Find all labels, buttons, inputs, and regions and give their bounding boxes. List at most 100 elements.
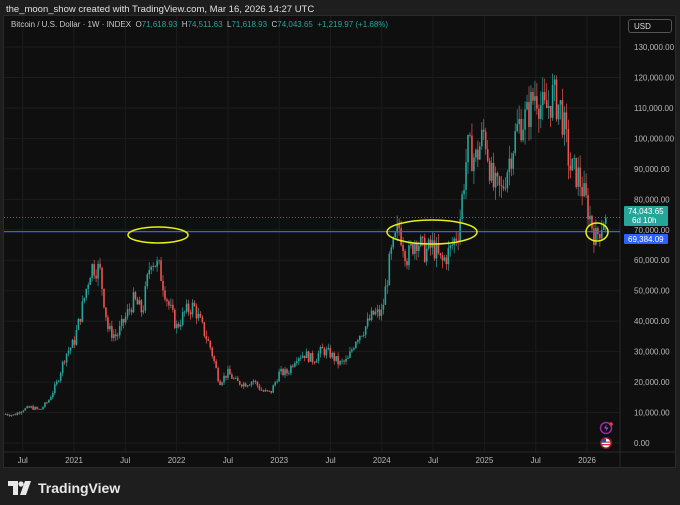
candle-body [242,383,245,387]
candle-body [471,135,473,172]
candle-body [421,236,424,238]
candle-body [292,365,294,367]
chart-frame[interactable] [3,15,676,468]
candle-body [567,129,570,166]
candle-body [114,334,117,337]
candle-body [508,158,511,173]
y-tick-label: 90,000.00 [634,165,670,174]
candle-body [69,347,72,351]
candle-body [136,299,139,305]
y-tick-label: 80,000.00 [634,195,670,204]
candle-body [225,375,227,378]
candle-body [355,341,357,349]
candle-body [130,309,133,313]
candle-body [26,406,29,409]
candle-body [144,286,147,311]
candle-body [183,311,186,313]
candle-body [189,312,192,315]
candle-body [59,372,62,381]
candle-body [419,236,422,246]
candle-body [258,385,261,390]
candle-body [482,129,485,132]
ohlc-legend: Bitcoin / U.S. Dollar · 1W · INDEX O71,6… [11,20,388,29]
candle-body [360,335,363,337]
candle-body [394,232,396,238]
candle-body [467,134,469,163]
x-tick-label: Jul [223,456,233,465]
candle-body [581,186,583,197]
candle-body [91,264,93,278]
symbol-title: Bitcoin / U.S. Dollar · 1W · INDEX [11,20,132,29]
candle-body [290,365,292,374]
candle-body [181,311,184,325]
candle-body [262,390,265,392]
candle-body [565,112,568,130]
countdown-label: 6d 10h [632,216,656,225]
candle-body [351,349,353,352]
candle-body [211,347,214,357]
candle-body [105,307,107,318]
candle-body [506,172,509,189]
candle-body [510,158,513,169]
candle-body [286,369,288,374]
candle-body [254,380,257,382]
candle-body [113,334,115,338]
candle-body [583,183,585,197]
candle-body [313,362,316,364]
candle-body [38,408,40,410]
candle-body [50,397,52,401]
tradingview-logo[interactable]: TradingView [8,480,120,496]
candle-body [579,167,581,187]
candle-body [595,228,597,245]
candle-body [276,381,278,383]
candle-body [299,357,302,359]
candle-body [547,105,550,108]
candle-body [16,412,19,416]
brand-name: TradingView [38,480,121,496]
open-value: 71,618.93 [141,20,178,29]
candle-body [534,96,536,101]
candle-body [593,228,595,245]
candle-body [172,304,174,310]
candle-body [433,240,436,259]
candle-body [447,248,450,265]
us-flag-icon[interactable] [600,437,612,449]
candle-body [496,172,499,177]
candle-body [528,102,530,127]
candle-body [559,100,562,105]
candle-body [89,277,92,285]
candle-body [345,358,347,362]
candle-body [538,108,540,119]
candle-body [382,304,385,310]
candle-body [575,157,578,187]
candle-body [396,224,398,233]
candle-body [270,390,273,393]
candle-body [99,263,101,268]
candle-body [398,224,400,229]
candle-body [333,352,336,361]
candle-body [502,186,505,189]
candle-body [231,374,233,379]
candle-body [201,317,204,323]
candle-body [195,306,198,319]
candle-body [256,381,259,386]
candle-body [174,309,176,329]
candle-body [364,326,367,335]
candle-body [53,384,56,393]
candle-body [138,300,141,305]
candle-body [522,129,524,141]
y-tick-label: 40,000.00 [634,317,670,326]
candle-body [530,91,532,127]
candle-body [376,309,379,312]
x-tick-label: Jul [428,456,438,465]
candle-body [418,245,420,252]
candle-body [294,363,296,367]
low-label: L [227,20,232,29]
candle-body [282,368,284,376]
candle-body [309,353,312,362]
candle-body [321,346,324,349]
lightning-icon[interactable] [599,421,613,435]
candle-body [244,383,247,387]
currency-button[interactable]: USD [628,19,672,33]
